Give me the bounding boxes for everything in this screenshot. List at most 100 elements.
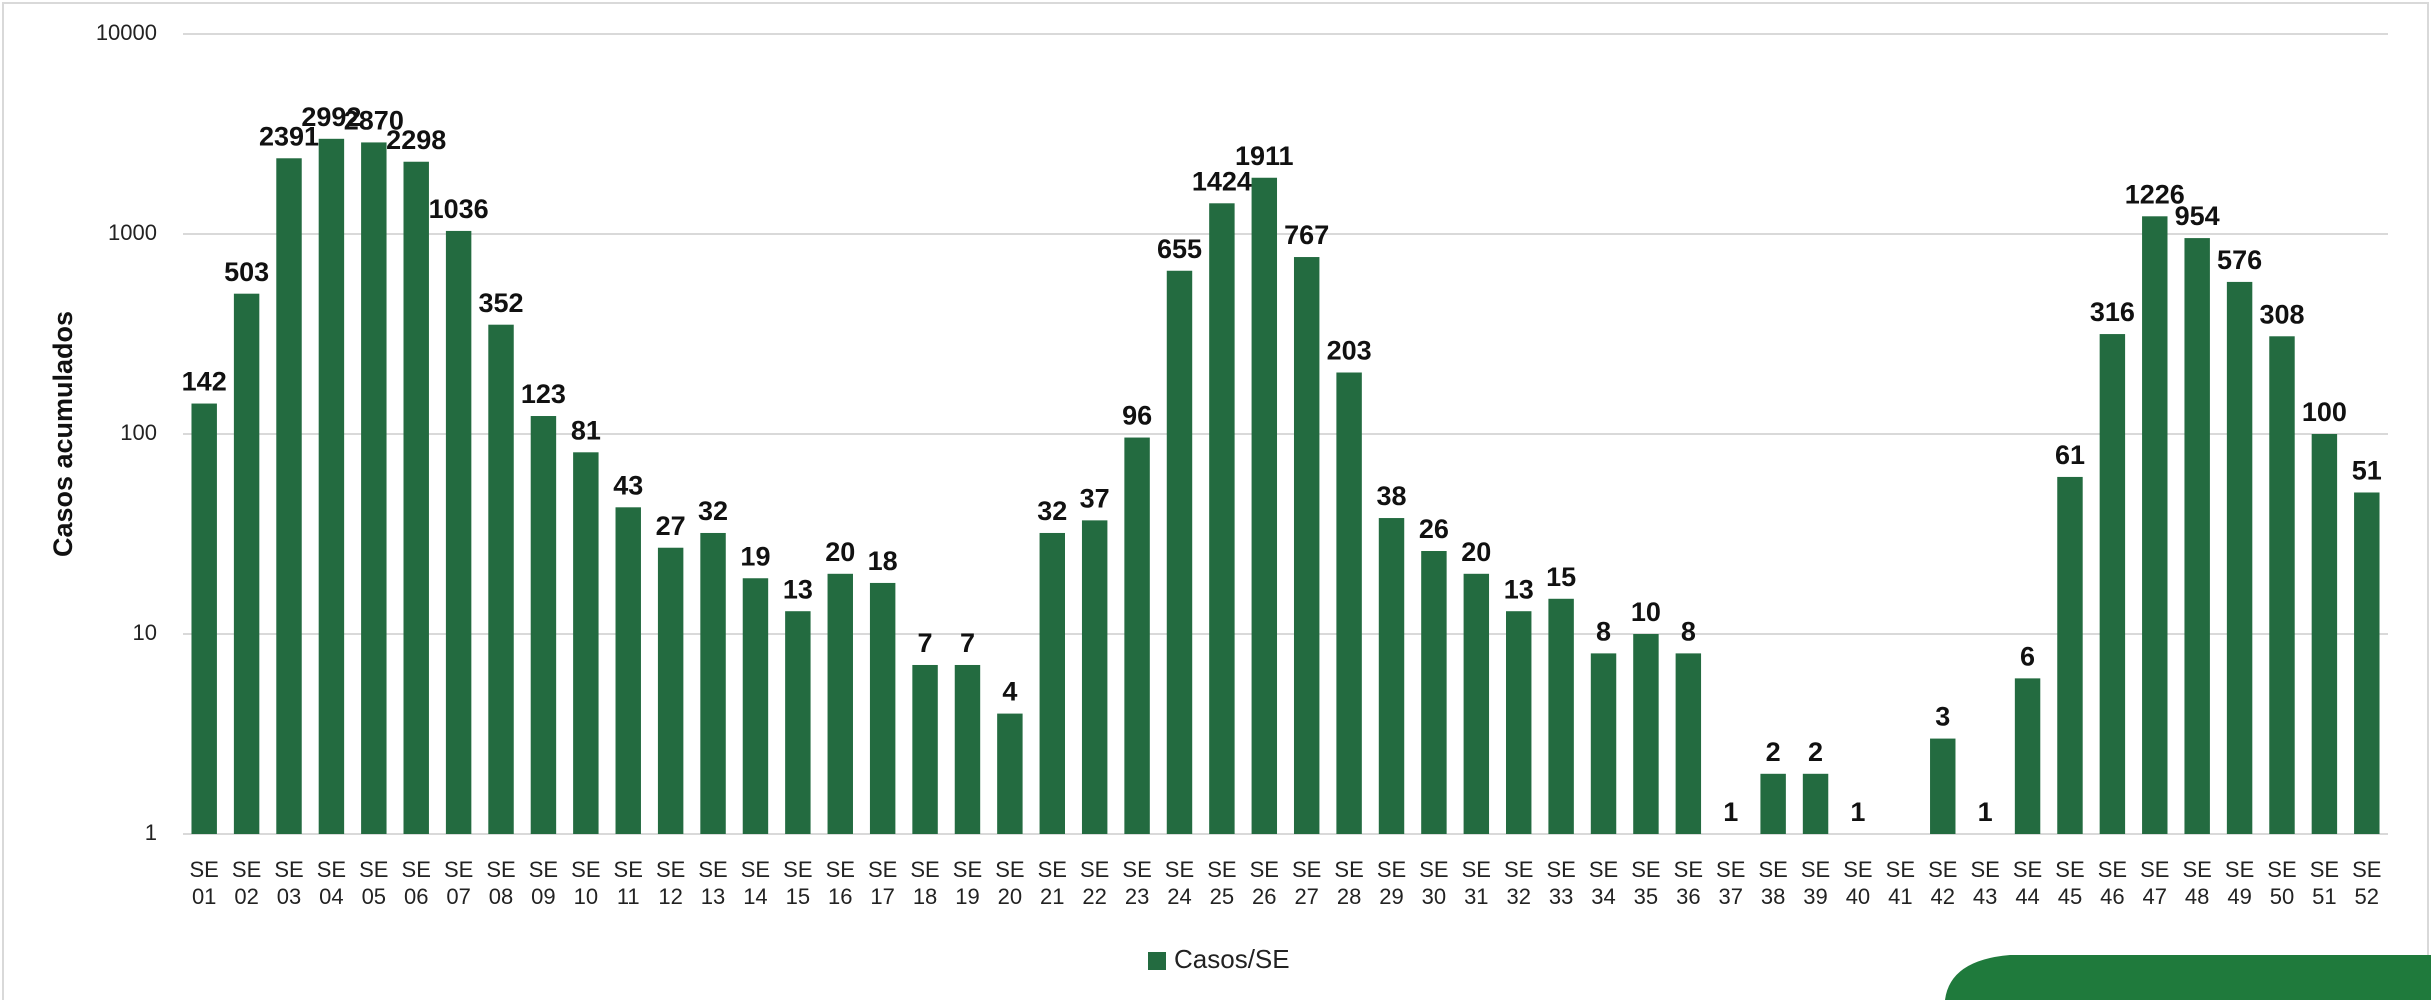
- x-tick-label: SE 37: [1716, 857, 1746, 909]
- legend-label: Casos/SE: [1174, 944, 1290, 974]
- x-tick-label: SE 18: [910, 857, 940, 909]
- x-tick-label: SE 19: [952, 857, 983, 909]
- data-label: 1226: [2125, 179, 2185, 209]
- x-tick-label: SE 28: [1334, 857, 1364, 909]
- bar: [615, 507, 641, 834]
- x-tick-label: SE 31: [1461, 857, 1491, 909]
- bar: [954, 664, 981, 834]
- data-label: 1: [1723, 797, 1738, 827]
- bar: [318, 138, 345, 834]
- data-label: 81: [571, 415, 601, 445]
- x-tick-label: SE 40: [1843, 857, 1873, 909]
- y-tick-label: 10000: [96, 20, 157, 45]
- bar: [233, 293, 260, 834]
- legend-swatch: [1148, 952, 1166, 970]
- y-tick-label: 100: [120, 420, 157, 445]
- data-label: 32: [1037, 496, 1067, 526]
- data-label: 3: [1935, 702, 1950, 732]
- data-label: 13: [783, 574, 813, 604]
- data-label: 576: [2217, 245, 2262, 275]
- x-tick-label: SE 52: [2352, 857, 2382, 909]
- data-label: 15: [1546, 562, 1576, 592]
- x-tick-label: SE 44: [2012, 857, 2043, 909]
- x-tick-label: SE 01: [189, 857, 219, 909]
- x-tick-label: SE 41: [1885, 857, 1916, 909]
- y-tick-label: 10: [133, 620, 157, 645]
- data-label: 767: [1284, 220, 1329, 250]
- x-tick-label: SE 39: [1800, 857, 1831, 909]
- y-tick-label: 1: [145, 820, 157, 845]
- data-label: 1911: [1235, 141, 1294, 171]
- x-tick-label: SE 32: [1504, 857, 1534, 909]
- bar: [1421, 551, 1447, 834]
- x-tick-label: SE 15: [783, 857, 813, 909]
- data-label: 503: [224, 257, 269, 287]
- data-label: 2870: [344, 106, 404, 136]
- data-label: 7: [918, 628, 933, 658]
- data-label: 96: [1122, 401, 1152, 431]
- x-tick-label: SE 20: [995, 857, 1025, 909]
- x-tick-label: SE 50: [2267, 857, 2297, 909]
- bar: [2142, 216, 2168, 835]
- x-tick-label: SE 51: [2309, 857, 2340, 909]
- data-label: 123: [521, 379, 566, 409]
- bar: [488, 324, 514, 834]
- x-tick-label: SE 33: [1546, 857, 1576, 909]
- data-label: 8: [1596, 617, 1611, 647]
- x-tick-label: SE 45: [2055, 857, 2085, 909]
- x-tick-label: SE 16: [825, 857, 855, 909]
- data-label: 100: [2302, 397, 2347, 427]
- x-tick-label: SE 27: [1292, 857, 1322, 909]
- data-label: 51: [2352, 456, 2382, 486]
- x-tick-label: SE 17: [867, 857, 898, 909]
- bar: [2184, 238, 2210, 834]
- x-tick-label: SE 26: [1249, 857, 1279, 909]
- bar: [1081, 520, 1108, 834]
- data-label: 4: [1002, 677, 1017, 707]
- bar: [1166, 270, 1193, 835]
- x-tick-label: SE 46: [2097, 857, 2128, 909]
- x-tick-label: SE 06: [401, 857, 431, 909]
- x-tick-label: SE 30: [1419, 857, 1449, 909]
- x-tick-label: SE 21: [1037, 857, 1067, 909]
- bar: [276, 158, 302, 835]
- x-tick-label: SE 47: [2140, 857, 2170, 909]
- x-tick-label: SE 43: [1970, 857, 2000, 909]
- x-tick-label: SE 09: [528, 857, 559, 909]
- x-tick-label: SE 29: [1376, 857, 1407, 909]
- x-tick-label: SE 36: [1673, 857, 1703, 909]
- x-tick-label: SE 38: [1758, 857, 1788, 909]
- bar: [1039, 532, 1065, 834]
- data-label: 2298: [386, 125, 446, 155]
- x-tick-label: SE 10: [571, 857, 601, 909]
- bar: [2226, 281, 2253, 834]
- data-label: 1: [1978, 797, 1993, 827]
- x-tick-label: SE 25: [1207, 857, 1237, 909]
- x-tick-label: SE 07: [443, 857, 474, 909]
- bar: [1675, 653, 1702, 834]
- x-tick-label: SE 03: [274, 857, 304, 909]
- data-label: 142: [182, 367, 227, 397]
- data-label: 1036: [429, 194, 489, 224]
- bar: [1760, 773, 1786, 834]
- data-label: 32: [698, 496, 728, 526]
- data-label: 20: [825, 537, 855, 567]
- bar: [700, 532, 726, 834]
- data-label: 61: [2055, 440, 2085, 470]
- x-tick-label: SE 14: [740, 857, 771, 909]
- data-label: 2: [1766, 737, 1781, 767]
- data-label: 352: [478, 288, 523, 318]
- data-label: 7: [960, 628, 975, 658]
- x-tick-label: SE 34: [1588, 857, 1619, 909]
- data-label: 13: [1504, 574, 1534, 604]
- x-tick-label: SE 48: [2182, 857, 2212, 909]
- x-tick-label: SE 23: [1122, 857, 1152, 909]
- x-tick-label: SE 24: [1164, 857, 1195, 909]
- data-label: 18: [868, 546, 898, 576]
- data-label: 1: [1850, 797, 1865, 827]
- x-tick-label: SE 35: [1631, 857, 1661, 909]
- x-tick-label: SE 11: [613, 857, 643, 909]
- data-label: 10: [1631, 597, 1661, 627]
- bar: [1548, 598, 1574, 834]
